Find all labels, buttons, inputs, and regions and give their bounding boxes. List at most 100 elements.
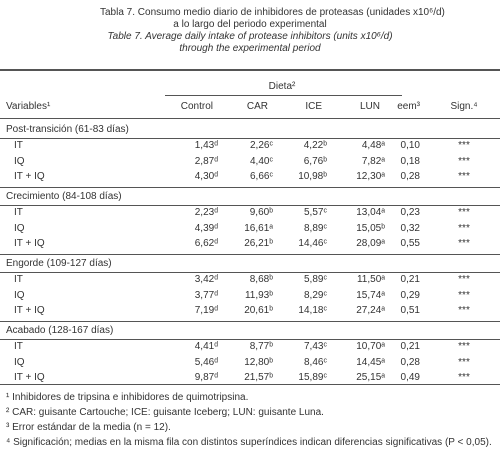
cell: 3,42ᵈ (194, 274, 218, 285)
cell: 14,45ᵃ (356, 356, 385, 368)
cell: *** (458, 238, 470, 249)
cell: 0,10 (400, 140, 420, 151)
cell: *** (458, 207, 470, 218)
title-es: Tabla 7. Consumo medio diario de inhibid… (100, 7, 445, 18)
cell: *** (458, 372, 470, 383)
cell: 9,87ᵈ (194, 372, 218, 383)
cell: 0,32 (400, 222, 420, 234)
cell: 8,68ᵇ (249, 274, 273, 285)
cell: 4,30ᵈ (194, 171, 218, 182)
cell: 12,80ᵇ (244, 356, 273, 368)
row-label: IT (14, 341, 23, 352)
column-header: Control (180, 101, 213, 112)
footnote: ¹ Inhibidores de tripsina e inhibidores … (6, 392, 249, 403)
rule (0, 118, 500, 119)
cell: *** (458, 155, 470, 167)
cell: 25,15ᵃ (356, 372, 385, 383)
cell: 11,50ᵃ (356, 274, 385, 285)
cell: 13,04ᵃ (356, 207, 385, 218)
rule (0, 186, 500, 188)
row-label: IT (14, 140, 23, 151)
row-label: IT (14, 207, 23, 218)
cell: 8,46ᶜ (303, 356, 327, 368)
cell: 4,41ᵈ (194, 341, 218, 352)
section-title: Crecimiento (84-108 días) (6, 191, 122, 202)
cell: 10,98ᵇ (298, 171, 327, 182)
cell: 8,77ᵇ (249, 341, 273, 352)
footnote: ⁴ Significación; medias en la misma fila… (6, 437, 492, 448)
rule (165, 95, 402, 96)
cell: 0,55 (400, 238, 420, 249)
cell: 20,61ᵇ (244, 305, 273, 316)
cell: 0,18 (400, 155, 420, 167)
cell: 5,46ᵈ (194, 356, 218, 368)
cell: 5,57ᶜ (303, 207, 327, 218)
cell: 4,48ᵃ (361, 140, 385, 151)
cell: 8,89ᶜ (303, 222, 327, 234)
column-header: CAR (246, 101, 268, 112)
row-label: IQ (14, 222, 25, 234)
column-header: LUN (359, 101, 380, 112)
row-label: IQ (14, 289, 25, 301)
rule (0, 339, 500, 340)
rule (0, 253, 500, 255)
cell: *** (458, 274, 470, 285)
cell: 0,21 (400, 341, 420, 352)
cell: *** (458, 341, 470, 352)
cell: 1,43ᵈ (194, 140, 218, 151)
cell: 4,39ᵈ (194, 222, 218, 234)
row-label: IT + IQ (14, 171, 45, 182)
cell: 0,21 (400, 274, 420, 285)
footnote: ² CAR: guisante Cartouche; ICE: guisante… (6, 407, 324, 418)
cell: *** (458, 171, 470, 182)
cell: 8,29ᶜ (303, 289, 327, 301)
column-header: Sign.⁴ (450, 101, 478, 112)
cell: 2,26ᶜ (249, 140, 273, 151)
cell: 7,82ᵃ (361, 155, 385, 167)
row-label: IT + IQ (14, 372, 45, 383)
cell: 2,23ᵈ (194, 207, 218, 218)
section-title: Acabado (128-167 días) (6, 325, 114, 336)
cell: 6,62ᵈ (194, 238, 218, 249)
cell: 12,30ᵃ (356, 171, 385, 182)
cell: *** (458, 356, 470, 368)
column-header: eem³ (397, 101, 420, 112)
cell: 7,43ᶜ (303, 341, 327, 352)
rule (0, 272, 500, 273)
title-es: a lo largo del periodo experimental (173, 19, 327, 30)
cell: 11,93ᵇ (244, 289, 273, 301)
cell: 15,05ᵇ (356, 222, 385, 234)
cell: 6,76ᵇ (303, 155, 327, 167)
footnote: ³ Error estándar de la media (n = 12). (6, 422, 171, 433)
title-en: Table 7. Average daily intake of proteas… (107, 31, 393, 42)
rule (0, 320, 500, 322)
cell: *** (458, 140, 470, 151)
cell: 16,61ᵃ (244, 222, 273, 234)
row-label: IT + IQ (14, 238, 45, 249)
cell: *** (458, 305, 470, 316)
cell: 4,40ᶜ (249, 155, 273, 167)
cell: 0,49 (400, 372, 420, 383)
row-label: IQ (14, 155, 25, 167)
cell: 0,23 (400, 207, 420, 218)
cell: 0,29 (400, 289, 420, 301)
cell: 7,19ᵈ (194, 305, 218, 316)
cell: 4,22ᵇ (303, 140, 327, 151)
rule (0, 69, 500, 71)
cell: 14,18ᶜ (298, 305, 327, 316)
cell: 0,28 (400, 356, 420, 368)
cell: 15,74ᵃ (356, 289, 385, 301)
cell: 9,60ᵇ (249, 207, 273, 218)
cell: 21,57ᵇ (244, 372, 273, 383)
cell: *** (458, 222, 470, 234)
row-label: IT (14, 274, 23, 285)
cell: 15,89ᶜ (298, 372, 327, 383)
row-label: IT + IQ (14, 305, 45, 316)
cell: 14,46ᶜ (298, 238, 327, 249)
cell: 3,77ᵈ (194, 289, 218, 301)
column-header: ICE (305, 101, 322, 112)
rule (0, 205, 500, 206)
cell: 5,89ᶜ (303, 274, 327, 285)
cell: 28,09ᵃ (356, 238, 385, 249)
section-title: Post-transición (61-83 días) (6, 124, 129, 135)
